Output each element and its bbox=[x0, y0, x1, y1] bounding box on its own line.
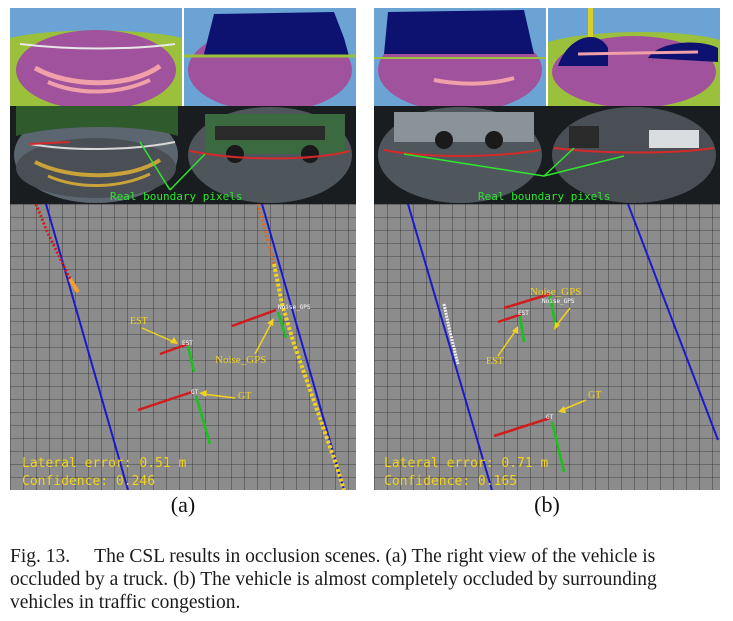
camera-view-b: Real boundary pixels bbox=[374, 106, 720, 204]
gt-small-label-a: GT bbox=[191, 389, 199, 396]
camera-view-a: Real boundary pixels bbox=[10, 106, 356, 204]
noise-gps-label-b: Noise_GPS bbox=[530, 286, 582, 298]
est-small-label-a: EST bbox=[182, 340, 193, 347]
segmentation-right-view-b bbox=[548, 8, 720, 106]
localization-map-a: EST EST GT GT Noise_GPS Noise_GPS Latera… bbox=[10, 204, 356, 490]
segmentation-left-view-a bbox=[10, 8, 182, 106]
est-small-label-b: EST bbox=[518, 310, 529, 317]
noise-gps-label-a: Noise_GPS bbox=[215, 354, 267, 366]
segmentation-right-view-a bbox=[184, 8, 356, 106]
boundary-label-a: Real boundary pixels bbox=[110, 190, 243, 203]
figure-panel-a: Real boundary pixels bbox=[10, 8, 356, 490]
confidence-b: Confidence: 0.165 bbox=[384, 474, 518, 489]
figure-caption-label: Fig. 13. bbox=[10, 546, 71, 567]
gt-small-label-b: GT bbox=[546, 414, 554, 421]
segmentation-left-view-b bbox=[374, 8, 546, 106]
localization-map-b: EST EST GT GT Noise_GPS Noise_GPS Latera… bbox=[374, 204, 720, 490]
gt-label-a: GT bbox=[238, 391, 252, 402]
noise-gps-small-label-b: Noise_GPS bbox=[542, 298, 575, 305]
lateral-error-b: Lateral error: 0.71 m bbox=[384, 456, 549, 471]
est-label-b: EST bbox=[486, 356, 504, 367]
gt-label-b: GT bbox=[588, 390, 602, 401]
confidence-a: Confidence: 0.246 bbox=[22, 474, 156, 489]
figure-caption-text: The CSL results in occlusion scenes. (a)… bbox=[10, 546, 657, 613]
noise-gps-small-label-a: Noise_GPS bbox=[278, 304, 311, 311]
est-label-a: EST bbox=[130, 316, 148, 327]
sublabel-a: (a) bbox=[170, 492, 196, 517]
lateral-error-a: Lateral error: 0.51 m bbox=[22, 456, 187, 471]
figure-panel-b: Real boundary pixels bbox=[374, 8, 720, 490]
boundary-label-b: Real boundary pixels bbox=[478, 190, 611, 203]
figure-caption: Fig. 13. The CSL results in occlusion sc… bbox=[10, 545, 725, 614]
sublabel-b: (b) bbox=[534, 492, 560, 517]
